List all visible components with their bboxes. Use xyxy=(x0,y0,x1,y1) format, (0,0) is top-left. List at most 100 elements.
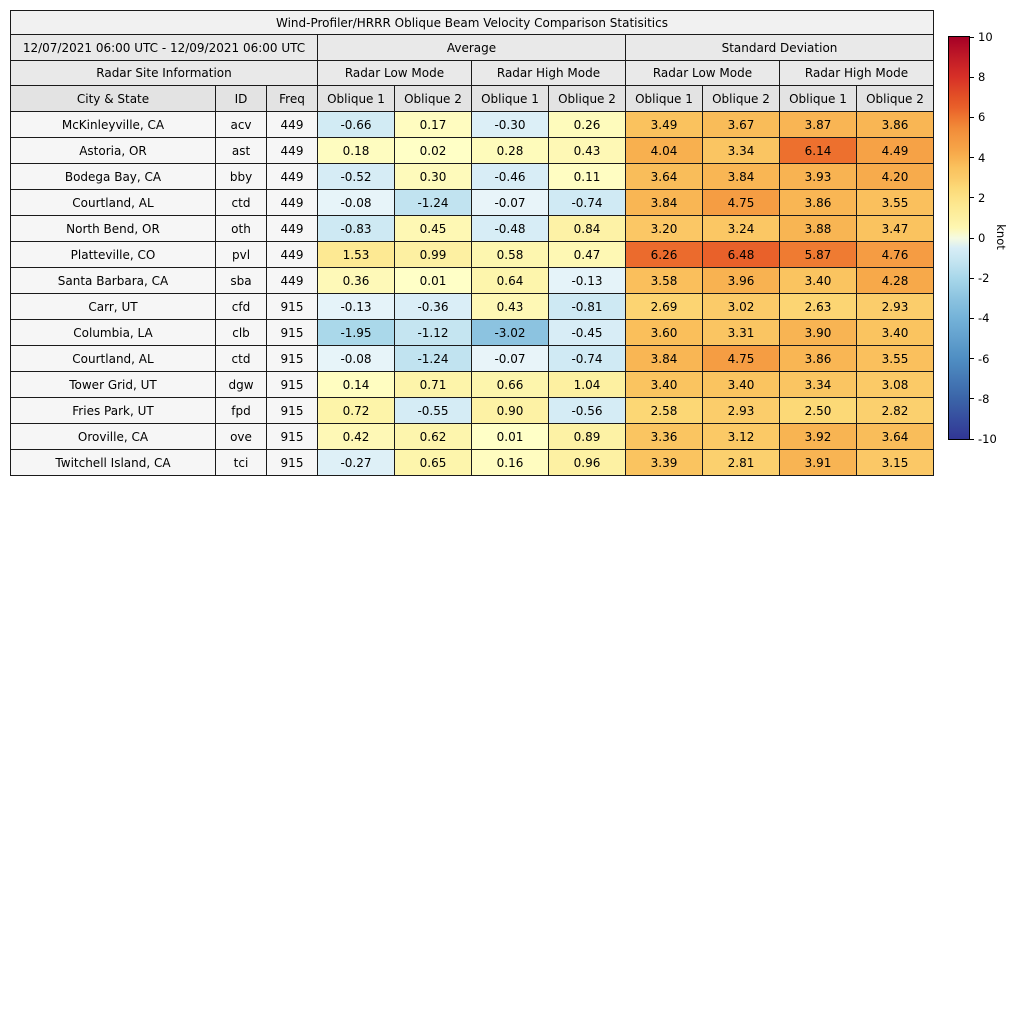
value-cell: 0.43 xyxy=(548,137,626,164)
value-cell: -0.27 xyxy=(317,449,395,476)
value-cell: 0.84 xyxy=(548,215,626,242)
colorbar-tick-label: 2 xyxy=(978,190,986,205)
value-cell: 0.96 xyxy=(548,449,626,476)
freq-cell: 449 xyxy=(266,267,318,294)
value-cell: 3.93 xyxy=(779,163,857,190)
colorbar-tick xyxy=(970,36,974,38)
value-cell: -0.13 xyxy=(317,293,395,320)
colorbar: 10 8 6 4 2 0 -2 -4 -6 -8 -10 knot xyxy=(948,30,1024,446)
value-cell: 3.60 xyxy=(625,319,703,346)
table-row: North Bend, OR oth 449 -0.83 0.45 -0.48 0.84 3.… xyxy=(10,215,934,242)
avg-high-oblique2-column-header: Oblique 2 xyxy=(548,85,626,112)
freq-column-header: Freq xyxy=(266,85,318,112)
id-cell: ctd xyxy=(215,345,267,372)
value-cell: -0.30 xyxy=(471,111,549,138)
colorbar-tick-label: 10 xyxy=(978,30,993,44)
value-cell: -0.48 xyxy=(471,215,549,242)
value-cell: 0.16 xyxy=(471,449,549,476)
value-cell: 1.04 xyxy=(548,371,626,398)
group-header-row: 12/07/2021 06:00 UTC - 12/09/2021 06:00 … xyxy=(10,34,934,61)
freq-cell: 915 xyxy=(266,423,318,450)
value-cell: 3.96 xyxy=(702,267,780,294)
table-row: Astoria, OR ast 449 0.18 0.02 0.28 0.43 4.04 3.3… xyxy=(10,137,934,164)
table-row: Columbia, LA clb 915 -1.95 -1.12 -3.02 -0.45 3.… xyxy=(10,319,934,346)
colorbar-tick-label: 6 xyxy=(978,110,986,125)
city-cell: Courtland, AL xyxy=(10,189,216,216)
stats-table: Wind-Profiler/HRRR Oblique Beam Velocity… xyxy=(10,10,934,476)
value-cell: 0.71 xyxy=(394,371,472,398)
value-cell: 3.92 xyxy=(779,423,857,450)
colorbar-tick-label: -2 xyxy=(978,271,990,286)
city-cell: Oroville, CA xyxy=(10,423,216,450)
value-cell: -1.24 xyxy=(394,189,472,216)
value-cell: 3.49 xyxy=(625,111,703,138)
value-cell: 2.93 xyxy=(702,397,780,424)
value-cell: 4.76 xyxy=(856,241,934,268)
value-cell: 3.87 xyxy=(779,111,857,138)
value-cell: -0.74 xyxy=(548,345,626,372)
value-cell: 3.90 xyxy=(779,319,857,346)
value-cell: 2.81 xyxy=(702,449,780,476)
value-cell: 3.86 xyxy=(856,111,934,138)
mode-header-row: Radar Site Information Radar Low Mode Ra… xyxy=(10,60,934,86)
value-cell: 0.99 xyxy=(394,241,472,268)
value-cell: 3.86 xyxy=(779,189,857,216)
value-cell: -0.13 xyxy=(548,267,626,294)
value-cell: -0.07 xyxy=(471,189,549,216)
value-cell: 0.62 xyxy=(394,423,472,450)
value-cell: 0.72 xyxy=(317,397,395,424)
value-cell: -0.46 xyxy=(471,163,549,190)
value-cell: 0.64 xyxy=(471,267,549,294)
value-cell: 2.93 xyxy=(856,293,934,320)
value-cell: 3.40 xyxy=(856,319,934,346)
city-cell: Twitchell Island, CA xyxy=(10,449,216,476)
value-cell: 2.58 xyxy=(625,397,703,424)
id-cell: ctd xyxy=(215,189,267,216)
value-cell: 0.14 xyxy=(317,371,395,398)
value-cell: 0.45 xyxy=(394,215,472,242)
value-cell: 4.75 xyxy=(702,345,780,372)
value-cell: 0.18 xyxy=(317,137,395,164)
std-radar-high-mode-header: Radar High Mode xyxy=(779,60,934,86)
colorbar-tick xyxy=(970,317,974,319)
value-cell: 0.02 xyxy=(394,137,472,164)
value-cell: 0.11 xyxy=(548,163,626,190)
table-row: Oroville, CA ove 915 0.42 0.62 0.01 0.89 3.36 3.… xyxy=(10,423,934,450)
freq-cell: 449 xyxy=(266,241,318,268)
title-row: Wind-Profiler/HRRR Oblique Beam Velocity… xyxy=(10,10,934,35)
table-row: Santa Barbara, CA sba 449 0.36 0.01 0.64 -0.13… xyxy=(10,267,934,294)
value-cell: 3.91 xyxy=(779,449,857,476)
date-range: 12/07/2021 06:00 UTC - 12/09/2021 06:00 … xyxy=(10,34,318,61)
colorbar-tick-label: 8 xyxy=(978,70,986,85)
city-cell: Santa Barbara, CA xyxy=(10,267,216,294)
colorbar-tick xyxy=(970,197,974,199)
freq-cell: 915 xyxy=(266,345,318,372)
freq-cell: 915 xyxy=(266,397,318,424)
value-cell: 0.90 xyxy=(471,397,549,424)
id-cell: sba xyxy=(215,267,267,294)
value-cell: 3.20 xyxy=(625,215,703,242)
value-cell: -0.66 xyxy=(317,111,395,138)
id-cell: oth xyxy=(215,215,267,242)
std-radar-low-mode-header: Radar Low Mode xyxy=(625,60,780,86)
value-cell: 5.87 xyxy=(779,241,857,268)
value-cell: 0.01 xyxy=(471,423,549,450)
id-cell: acv xyxy=(215,111,267,138)
value-cell: 6.48 xyxy=(702,241,780,268)
table-row: Carr, UT cfd 915 -0.13 -0.36 0.43 -0.81 2.69 3.0… xyxy=(10,293,934,320)
id-cell: dgw xyxy=(215,371,267,398)
value-cell: 4.04 xyxy=(625,137,703,164)
avg-low-oblique1-column-header: Oblique 1 xyxy=(317,85,395,112)
table-row: Courtland, AL ctd 915 -0.08 -1.24 -0.07 -0.74 3… xyxy=(10,345,934,372)
colorbar-tick xyxy=(970,157,974,159)
colorbar-gradient xyxy=(948,36,970,440)
value-cell: 3.40 xyxy=(779,267,857,294)
id-cell: pvl xyxy=(215,241,267,268)
id-cell: tci xyxy=(215,449,267,476)
colorbar-unit-label: knot xyxy=(994,224,1008,250)
value-cell: 0.30 xyxy=(394,163,472,190)
value-cell: 3.58 xyxy=(625,267,703,294)
city-cell: Carr, UT xyxy=(10,293,216,320)
value-cell: 3.55 xyxy=(856,189,934,216)
value-cell: 3.40 xyxy=(625,371,703,398)
